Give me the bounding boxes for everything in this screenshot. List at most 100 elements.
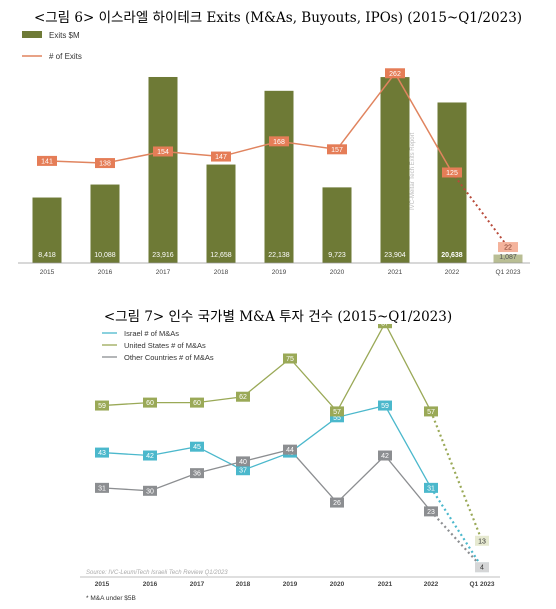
series-2-point-2021 [378, 450, 392, 461]
point-value-label: 23 [427, 509, 435, 516]
x-tick-label: 2017 [156, 269, 171, 276]
series-1-point-2017 [190, 397, 204, 408]
x-tick-label: 2021 [388, 269, 403, 276]
x-tick-label: 2020 [330, 581, 345, 588]
bar-value-label: 22,138 [268, 252, 290, 259]
bar-2021 [380, 77, 410, 263]
point-value-label: 59 [98, 403, 106, 410]
point-value-label: 87 [381, 324, 389, 328]
point-value-label: 30 [146, 488, 154, 495]
legend-line-label: # of Exits [49, 52, 82, 61]
bar-value-label: 8,418 [38, 252, 56, 259]
series-2-point-2018 [236, 456, 250, 467]
bar-value-label: 23,904 [384, 252, 406, 259]
bar-2022 [437, 102, 467, 263]
line-value-label: 157 [331, 147, 343, 154]
point-value-label: 44 [286, 447, 294, 454]
series-0-point-2015 [95, 447, 109, 458]
line-value-label: 125 [446, 170, 458, 177]
series-2-point-2022 [424, 506, 438, 517]
point-value-label: 60 [146, 400, 154, 407]
point-value-label: 31 [427, 485, 435, 492]
x-tick-label: 2019 [272, 269, 287, 276]
bar-value-label: 12,658 [210, 252, 232, 259]
point-value-label: 55 [333, 415, 341, 422]
point-value-label: 13 [478, 538, 486, 545]
line-point-2015 [37, 155, 57, 166]
point-value-label: 42 [146, 453, 154, 460]
point-value-label: 4 [480, 565, 484, 572]
x-tick-label: Q1 2023 [496, 269, 521, 276]
series-2-point-2019 [283, 444, 297, 455]
line-value-label: 147 [215, 154, 227, 161]
series-1-point-2021 [378, 324, 392, 329]
series-0-point-2021 [378, 400, 392, 411]
bar-value-label: 10,088 [94, 252, 116, 259]
line-point-2019 [269, 136, 289, 147]
bar-2018 [206, 164, 236, 263]
chart-1-title: <그림 6> 이스라엘 하이테크 Exits (M&As, Buyouts, I… [33, 10, 523, 26]
bar-Q1 2023 [493, 254, 523, 263]
x-tick-label: 2022 [445, 269, 460, 276]
point-value-label: 59 [381, 403, 389, 410]
exits-combo-chart: Exits $M # of Exits IVC-Meitar Tech Exits … [18, 31, 530, 276]
bar-value-label: 20,638 [441, 252, 463, 259]
line-point-Q1 2023 [498, 242, 518, 253]
legend-label-0: Israel # of M&As [124, 329, 179, 338]
point-value-label: 40 [239, 459, 247, 466]
point-value-label: 57 [333, 409, 341, 416]
line-value-label: 22 [504, 245, 512, 252]
point-value-label: 36 [193, 471, 201, 478]
x-tick-label: 2016 [98, 269, 113, 276]
x-tick-label: 2015 [95, 581, 110, 588]
x-tick-label: 2015 [40, 269, 55, 276]
source-text: Source: IVC-LeumiTech Israeli Tech Revie… [86, 570, 228, 576]
line-value-label: 262 [389, 71, 401, 78]
series-line-dotted-1 [429, 411, 484, 542]
point-value-label: 31 [98, 485, 106, 492]
series-line-dotted-0 [430, 487, 483, 568]
series-0-point-2020 [330, 412, 344, 423]
bar-value-label: 23,916 [152, 252, 174, 259]
bar-2020 [322, 187, 352, 263]
legend-label-2: Other Countries # of M&As [124, 353, 214, 362]
line-point-2017 [153, 146, 173, 157]
series-1-point-2015 [95, 400, 109, 411]
series-2-point-2015 [95, 482, 109, 493]
x-tick-label: 2018 [214, 269, 229, 276]
bar-2016 [90, 184, 120, 263]
legend-bar-swatch [22, 31, 42, 38]
x-tick-label: Q1 2023 [470, 581, 495, 588]
bar-2017 [148, 76, 178, 263]
point-value-label: 37 [239, 468, 247, 475]
line-value-label: 141 [41, 158, 53, 165]
point-value-label: 42 [381, 453, 389, 460]
point-value-label: 62 [239, 394, 247, 401]
series-line-1 [101, 324, 432, 413]
series-1-point-2016 [143, 397, 157, 408]
series-1-point-2019 [283, 353, 297, 364]
x-tick-label: 2019 [283, 581, 298, 588]
series-1-point-Q1 2023 [475, 535, 489, 546]
line-point-2018 [211, 151, 231, 162]
series-1-point-2022 [424, 406, 438, 417]
line-point-2021 [385, 68, 405, 79]
line-value-label: 154 [157, 149, 169, 156]
point-value-label: 60 [193, 400, 201, 407]
exits-count-line-dotted [451, 171, 509, 248]
legend-bar-label: Exits $M [49, 31, 80, 40]
x-tick-label: 2021 [378, 581, 393, 588]
point-value-label: 75 [286, 356, 294, 363]
point-value-label: 57 [427, 409, 435, 416]
series-2-point-2020 [330, 497, 344, 508]
series-line-2 [101, 448, 432, 512]
x-tick-label: 2020 [330, 269, 345, 276]
legend-label-1: United States # of M&As [124, 341, 206, 350]
x-tick-label: 2016 [143, 581, 158, 588]
series-line-0 [101, 404, 432, 489]
bar-2019 [264, 90, 294, 263]
series-1-point-2018 [236, 391, 250, 402]
series-0-point-2017 [190, 441, 204, 452]
x-tick-label: 2018 [236, 581, 251, 588]
x-tick-label: 2022 [424, 581, 439, 588]
